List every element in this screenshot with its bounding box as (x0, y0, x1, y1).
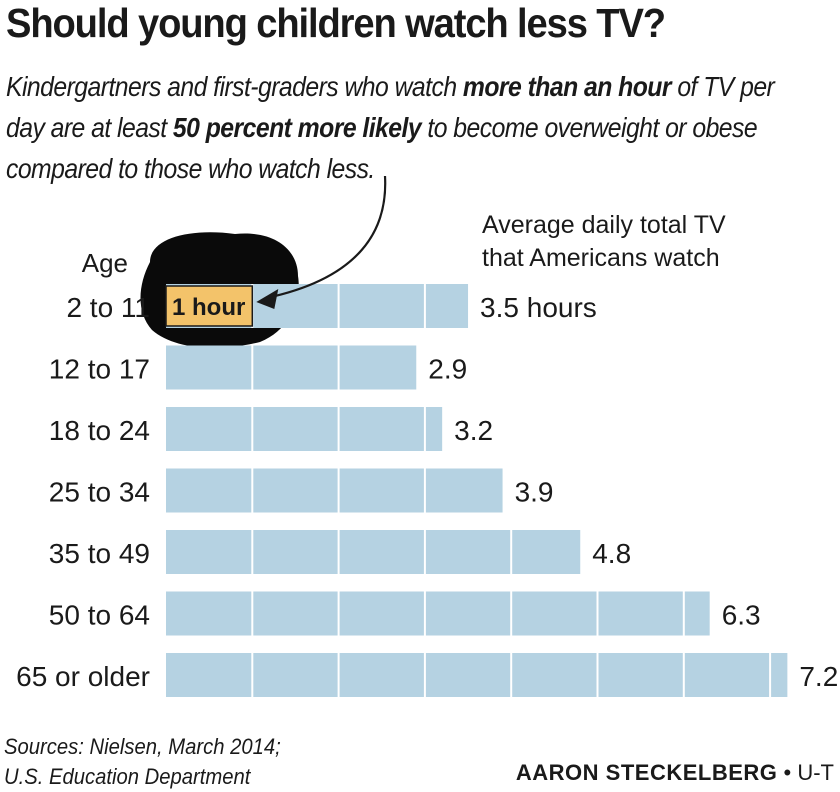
subtitle-text-3: to become overweight or obese compared t… (6, 112, 758, 184)
value-label-3: 3.9 (515, 477, 554, 508)
sources-line-2: U.S. Education Department (4, 764, 251, 789)
value-label-1: 2.9 (428, 354, 467, 385)
sources: Sources: Nielsen, March 2014; U.S. Educa… (4, 732, 281, 792)
chart-title: Average daily total TV that Americans wat… (482, 211, 726, 272)
subtitle-bold-1: more than an hour (462, 71, 672, 102)
annotation-arrow (266, 175, 387, 300)
bar-6 (166, 653, 788, 697)
annotation-label: 1 hour (172, 294, 245, 321)
category-label-3: 25 to 34 (49, 477, 150, 508)
category-label-0: 2 to 11 (66, 292, 150, 323)
category-label-1: 12 to 17 (49, 354, 150, 385)
credit-author: AARON STECKELBERG (515, 760, 778, 785)
category-label-4: 35 to 49 (49, 538, 150, 569)
bar-4 (166, 530, 581, 574)
page-title: Should young children watch less TV? (6, 0, 666, 46)
arrow-head (256, 289, 279, 309)
chart-subtitle: Kindergartners and first-graders who wat… (6, 66, 798, 189)
highlight-box (165, 285, 254, 327)
value-label-2: 3.2 (454, 415, 493, 446)
bar-5 (166, 591, 710, 636)
age-header: Age (82, 248, 128, 278)
bar-2 (166, 407, 443, 451)
credit-outlet: U-T (797, 760, 834, 785)
category-label-6: 65 or older (16, 661, 150, 692)
category-label-2: 18 to 24 (49, 415, 150, 446)
value-label-6: 7.2 (799, 661, 838, 692)
sources-line-1: Sources: Nielsen, March 2014; (4, 734, 281, 759)
subtitle-text-2: of TV per day are at least (6, 71, 775, 143)
category-label-5: 50 to 64 (49, 600, 150, 631)
value-label-0: 3.5 hours (480, 292, 597, 323)
bar-3 (166, 468, 503, 513)
credit-separator: • (777, 760, 798, 785)
subtitle-bold-2: 50 percent more likely (172, 112, 422, 143)
subtitle-text-1: Kindergartners and first-graders who wat… (6, 71, 463, 102)
credit-line: AARON STECKELBERG • U-T (516, 760, 834, 786)
value-label-5: 6.3 (722, 600, 761, 631)
bar-1 (166, 345, 417, 390)
value-label-4: 4.8 (592, 538, 631, 569)
